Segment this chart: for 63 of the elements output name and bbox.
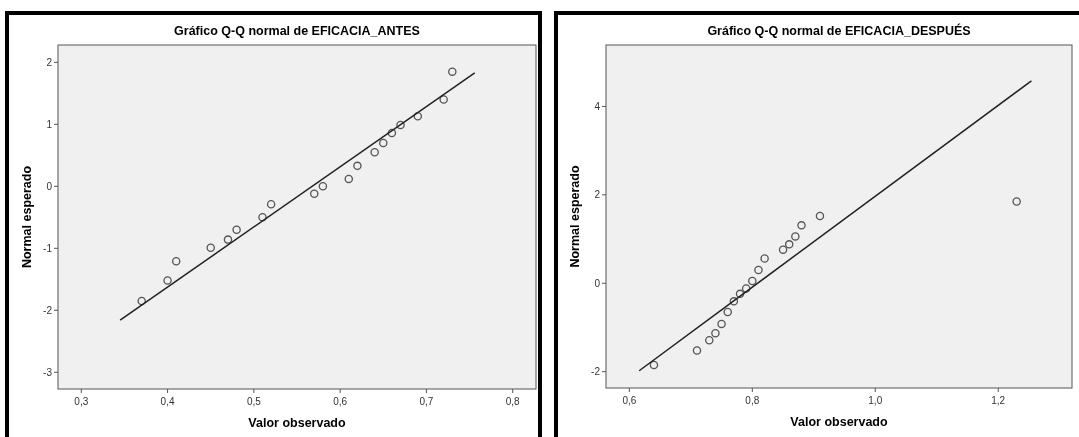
point — [353, 161, 362, 171]
y-tick-label: -1 — [43, 242, 53, 254]
point — [711, 328, 720, 338]
point — [163, 276, 172, 285]
point — [318, 182, 328, 191]
point — [717, 319, 726, 329]
x-axis-title: Valor observado — [248, 416, 346, 430]
point — [171, 257, 181, 266]
y-tick-label: 0 — [46, 180, 53, 192]
point — [266, 200, 276, 209]
x-tick-label: 0,8 — [505, 396, 521, 407]
x-tick-label: 0,6 — [333, 396, 348, 407]
y-tick-label: 2 — [594, 189, 601, 201]
point — [778, 245, 788, 254]
point — [649, 360, 659, 370]
point — [797, 221, 806, 230]
y-tick-label: 1 — [46, 118, 53, 130]
point — [396, 120, 405, 130]
chart-title: Gráfico Q-Q normal de EFICACIA_ANTES — [174, 24, 420, 38]
chart-title: Gráfico Q-Q normal de EFICACIA_DESPUÉS — [707, 23, 971, 38]
point — [448, 67, 457, 76]
y-tick-label: -3 — [43, 366, 53, 378]
point — [723, 307, 732, 317]
point — [344, 174, 354, 184]
point — [379, 138, 388, 148]
point — [223, 235, 233, 244]
x-tick-label: 0,8 — [745, 395, 760, 406]
point — [232, 225, 241, 234]
y-tick-label: 2 — [46, 56, 53, 68]
point — [748, 276, 757, 286]
y-tick-label: 4 — [594, 100, 601, 112]
point — [387, 128, 397, 138]
x-tick-label: 0,6 — [622, 395, 637, 406]
x-tick-label: 1,0 — [868, 395, 883, 406]
y-tick-label: -2 — [43, 304, 53, 316]
point — [791, 232, 800, 241]
x-axis-title: Valor observado — [790, 415, 888, 429]
x-tick-label: 0,3 — [74, 396, 89, 407]
point — [206, 243, 215, 252]
y-axis-title: Normal esperado — [568, 165, 582, 268]
point — [760, 254, 769, 263]
x-tick-label: 0,4 — [160, 396, 175, 407]
point — [784, 240, 794, 249]
x-tick-label: 1,2 — [991, 395, 1006, 406]
point — [705, 336, 714, 345]
point — [735, 289, 745, 299]
point — [1012, 197, 1021, 206]
point — [754, 265, 763, 275]
x-tick-label: 0,7 — [419, 396, 434, 407]
x-tick-label: 0,5 — [246, 396, 262, 407]
point — [741, 284, 751, 293]
point — [729, 297, 739, 306]
point — [258, 213, 267, 222]
point — [137, 296, 146, 306]
y-tick-label: 0 — [594, 277, 601, 289]
point — [692, 346, 702, 355]
y-tick-label: -2 — [591, 366, 601, 378]
point — [439, 95, 448, 104]
point — [370, 147, 379, 157]
point — [815, 211, 825, 221]
point — [310, 189, 319, 199]
point — [413, 112, 423, 121]
y-axis-title: Normal esperado — [20, 165, 34, 269]
